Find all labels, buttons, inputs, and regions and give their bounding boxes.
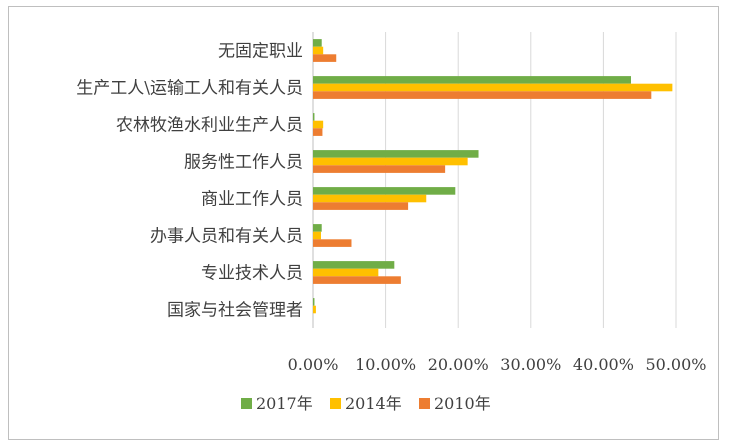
- x-tick-label: 40.00%: [573, 355, 634, 374]
- bar: [313, 261, 395, 269]
- bar: [313, 76, 631, 84]
- chart-frame: 无固定职业生产工人\运输工人和有关人员农林牧渔水利业生产人员服务性工作人员商业工…: [8, 6, 719, 440]
- bar-chart: 无固定职业生产工人\运输工人和有关人员农林牧渔水利业生产人员服务性工作人员商业工…: [76, 32, 707, 413]
- bar: [313, 165, 446, 173]
- bar: [313, 239, 352, 247]
- category-label: 国家与社会管理者: [167, 301, 303, 321]
- x-tick-label: 30.00%: [500, 355, 561, 374]
- tick-labels: 0.00% 10.00% 20.00% 30.00% 40.00% 50.00%: [288, 355, 707, 374]
- x-tick-label: 50.00%: [645, 355, 706, 374]
- bar: [313, 120, 324, 129]
- bar: [313, 231, 321, 240]
- legend: 2017年 2014年 2010年: [241, 394, 491, 413]
- x-tick-label: 10.00%: [355, 355, 416, 374]
- x-tick-label: 0.00%: [288, 355, 339, 374]
- bar: [313, 157, 468, 166]
- bar: [313, 305, 316, 314]
- bar: [313, 202, 409, 210]
- bar: [313, 268, 379, 277]
- bar: [313, 194, 427, 203]
- legend-swatch: [330, 398, 341, 409]
- legend-swatch: [419, 398, 430, 409]
- legend-entry: 2017年: [256, 394, 313, 413]
- x-tick-label: 20.00%: [428, 355, 489, 374]
- bar: [313, 298, 315, 306]
- category-label: 生产工人\运输工人和有关人员: [76, 79, 303, 99]
- category-label: 农林牧渔水利业生产人员: [116, 116, 303, 136]
- category-label: 商业工作人员: [201, 190, 303, 210]
- bar: [313, 276, 401, 284]
- category-labels: 无固定职业生产工人\运输工人和有关人员农林牧渔水利业生产人员服务性工作人员商业工…: [76, 42, 303, 321]
- bar: [313, 224, 322, 232]
- legend-entry: 2010年: [434, 394, 491, 413]
- bar: [313, 113, 315, 121]
- bar: [313, 128, 323, 136]
- bar: [313, 187, 456, 195]
- bar: [313, 150, 479, 158]
- bar: [313, 83, 673, 92]
- bar: [313, 91, 652, 99]
- category-label: 专业技术人员: [201, 264, 303, 284]
- category-label: 服务性工作人员: [184, 153, 303, 173]
- bar: [313, 54, 337, 62]
- bars: [313, 39, 673, 314]
- bar: [313, 39, 322, 47]
- legend-entry: 2014年: [345, 394, 402, 413]
- bar: [313, 46, 324, 55]
- legend-swatch: [241, 398, 252, 409]
- category-label: 办事人员和有关人员: [150, 227, 303, 247]
- category-label: 无固定职业: [218, 42, 303, 62]
